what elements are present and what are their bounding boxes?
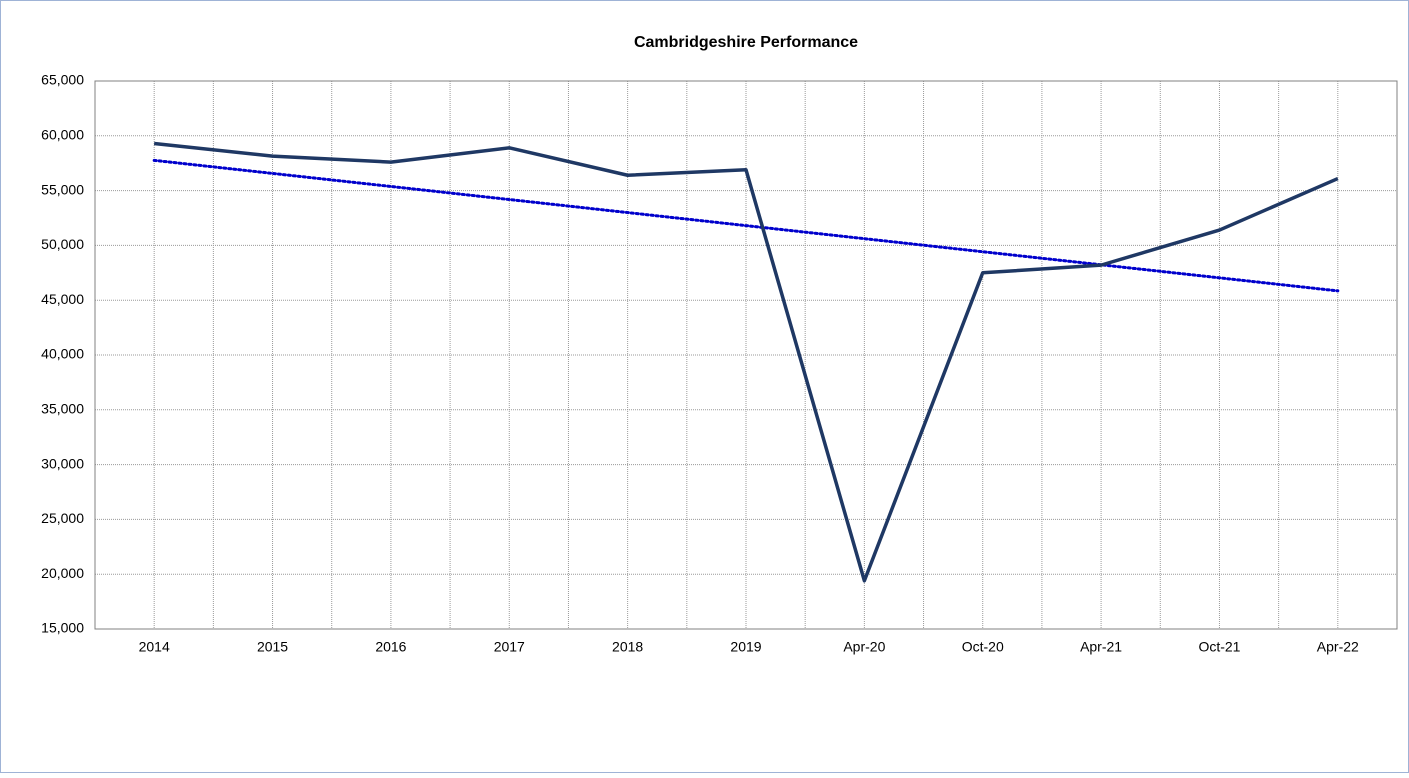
trendline <box>152 158 1340 293</box>
x-tick-label: Apr-20 <box>843 639 885 655</box>
y-tick-label: 60,000 <box>41 127 84 143</box>
x-tick-label: 2018 <box>612 639 643 655</box>
x-tick-label: 2015 <box>257 639 288 655</box>
y-tick-label: 55,000 <box>41 181 84 197</box>
line-series <box>153 141 1339 583</box>
x-tick-label: 2017 <box>494 639 525 655</box>
x-tick-label: Oct-20 <box>962 639 1004 655</box>
x-tick-label: 2016 <box>375 639 406 655</box>
x-tick-label: Apr-22 <box>1317 639 1359 655</box>
x-tick-label: 2019 <box>730 639 761 655</box>
y-tick-label: 35,000 <box>41 401 84 417</box>
y-tick-label: 25,000 <box>41 510 84 526</box>
x-tick-label: Oct-21 <box>1198 639 1240 655</box>
y-tick-label: 15,000 <box>41 620 84 636</box>
y-tick-label: 45,000 <box>41 291 84 307</box>
plot-border <box>94 80 1398 630</box>
x-tick-label: Apr-21 <box>1080 639 1122 655</box>
x-tick-label: 2014 <box>139 639 170 655</box>
y-tick-label: 40,000 <box>41 346 84 362</box>
chart-title: Cambridgeshire Performance <box>634 34 858 51</box>
y-tick-label: 20,000 <box>41 565 84 581</box>
y-tick-label: 65,000 <box>41 72 84 88</box>
y-tick-label: 30,000 <box>41 455 84 471</box>
y-tick-label: 50,000 <box>41 236 84 252</box>
